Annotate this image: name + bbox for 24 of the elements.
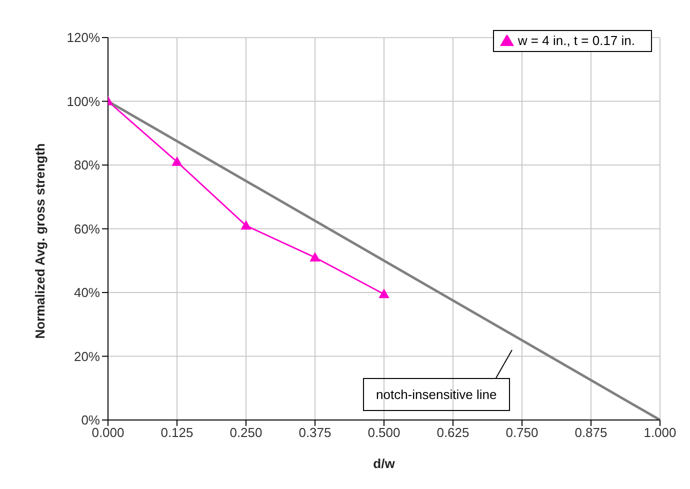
y-tick-label: 40% (74, 285, 100, 300)
legend-label: w = 4 in., t = 0.17 in. (518, 33, 635, 48)
y-tick-label: 100% (66, 94, 100, 109)
x-tick-label: 0.250 (230, 425, 262, 440)
point (172, 156, 182, 166)
y-tick-label: 20% (74, 348, 100, 364)
x-tick-label: 1.000 (644, 425, 676, 440)
point (310, 252, 320, 262)
x-tick-label: 0.125 (160, 425, 194, 440)
x-tick-label: 0.625 (436, 425, 470, 440)
annotation: notch-insensitive line (363, 378, 510, 411)
x-tick-label: 0.875 (574, 425, 608, 440)
x-tick-label: 0.000 (92, 425, 124, 440)
x-tick-label: 0.500 (368, 425, 400, 440)
x-axis-title: d/w (373, 456, 396, 471)
y-axis-title: Normalized Avg. gross strength (32, 143, 48, 339)
point (241, 220, 251, 230)
y-tick-label: 0% (81, 412, 100, 428)
x-tick-label: 0.750 (506, 425, 538, 440)
y-tick-label: 80% (74, 158, 100, 173)
y-tick-label: 60% (74, 221, 100, 236)
x-tick-label: 0.375 (298, 425, 332, 440)
y-tick-label: 120% (66, 30, 100, 46)
point (379, 289, 389, 298)
